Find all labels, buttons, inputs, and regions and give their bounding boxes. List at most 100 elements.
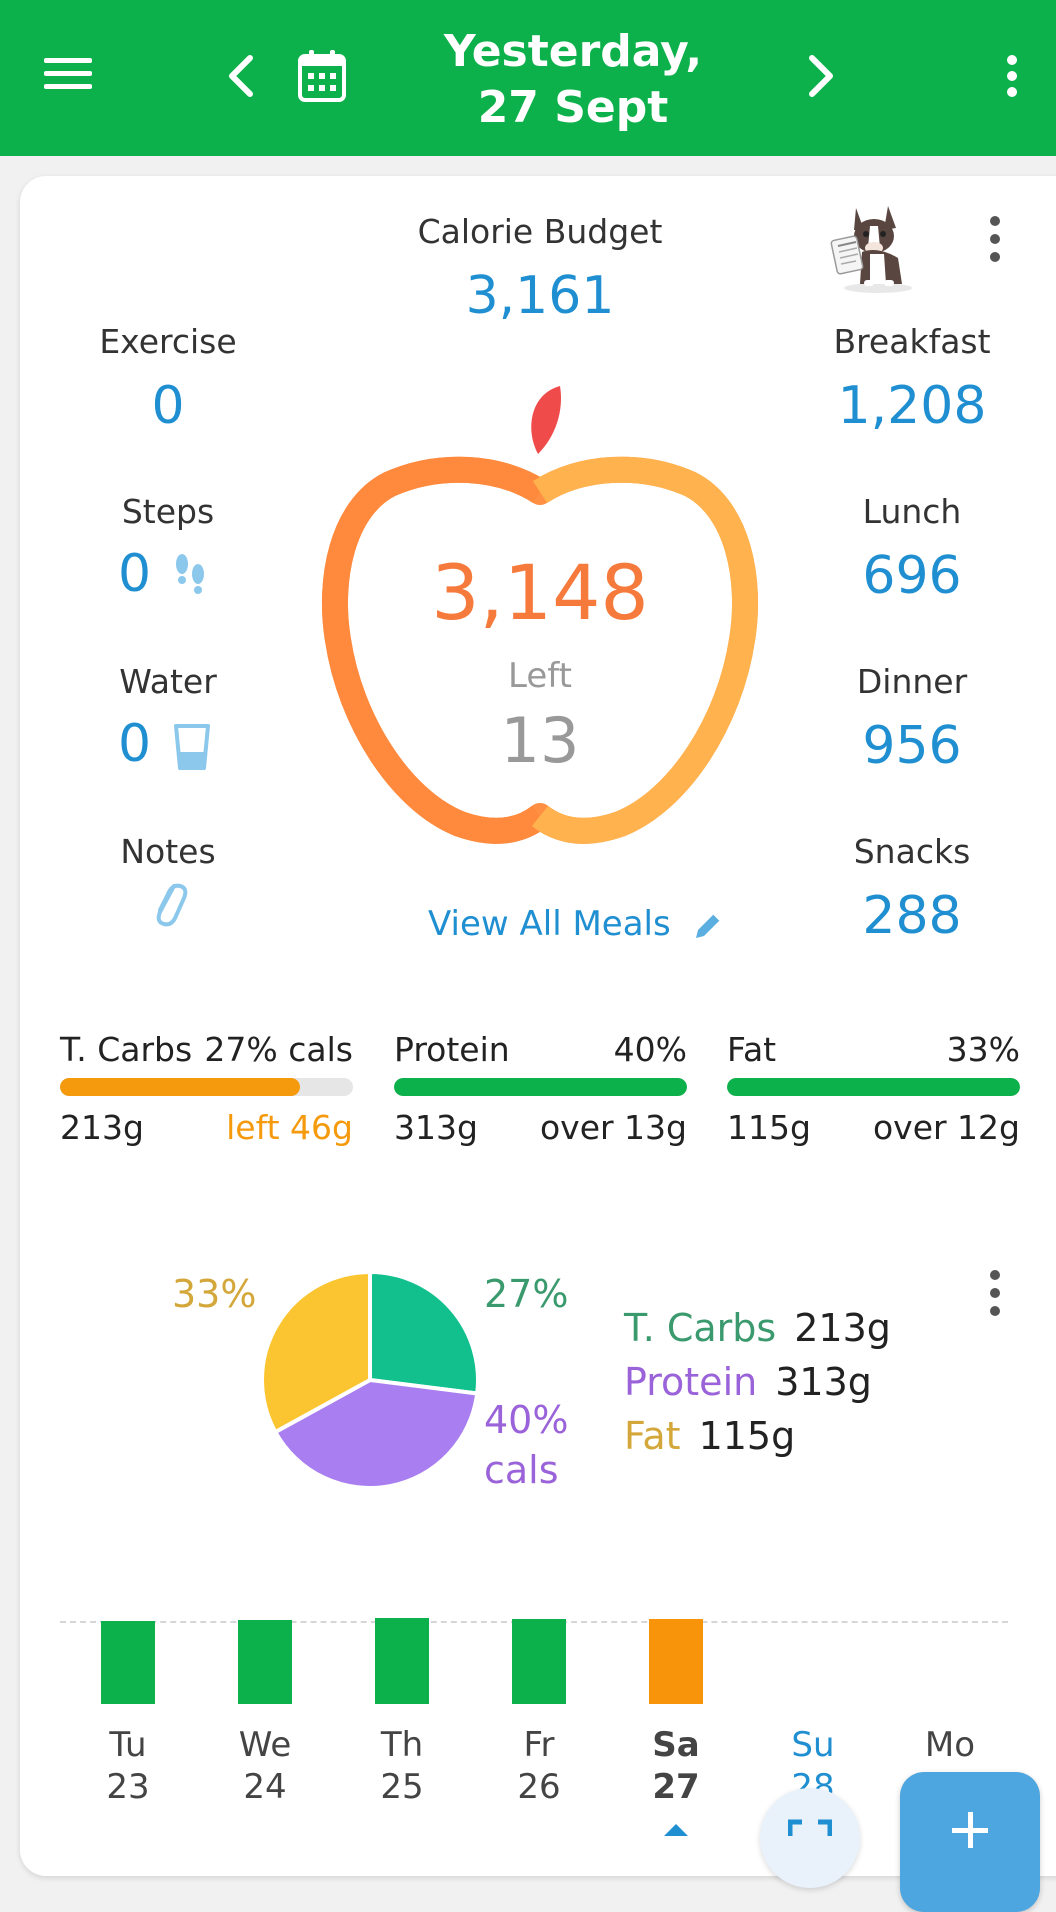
plus-icon: [952, 1812, 988, 1853]
selected-day-marker-icon: [664, 1824, 688, 1836]
top-app-bar: Yesterday, 27 Sept: [0, 0, 1056, 156]
breakfast-value[interactable]: 1,208: [837, 376, 987, 436]
protein-progress-fill: [394, 1078, 687, 1096]
day-date: 24: [243, 1767, 287, 1807]
calorie-apple-ring[interactable]: [320, 380, 760, 856]
date-line-1: Yesterday,: [443, 26, 703, 77]
card-more-icon[interactable]: [980, 216, 1010, 270]
day-label-mo[interactable]: Mo: [910, 1724, 990, 1766]
pie-label-fat: 33%: [172, 1272, 257, 1316]
paperclip-icon[interactable]: [148, 878, 188, 930]
day-of-week: Mo: [924, 1725, 976, 1765]
day-bar-sa[interactable]: [649, 1619, 703, 1704]
chevron-right-icon[interactable]: [804, 52, 840, 100]
protein-delta: over 13g: [539, 1108, 687, 1147]
dinner-value[interactable]: 956: [862, 716, 962, 776]
steps-label: Steps: [121, 492, 215, 531]
day-label-tu[interactable]: Tu 23: [88, 1724, 168, 1808]
dinner-label: Dinner: [856, 662, 968, 701]
macro-pie-chart[interactable]: [250, 1260, 490, 1500]
day-date: 23: [106, 1767, 150, 1807]
steps-row[interactable]: 0: [118, 544, 228, 606]
calories-eaten-value: 3,148: [431, 548, 649, 637]
fat-delta: over 12g: [872, 1108, 1020, 1147]
t-carbs-grams: 213g: [60, 1108, 144, 1147]
t-carbs-percent: 27% cals: [204, 1030, 353, 1069]
protein-grams: 313g: [394, 1108, 478, 1147]
exercise-label: Exercise: [99, 322, 237, 361]
legend-fat-name: Fat: [624, 1414, 681, 1458]
lunch-value[interactable]: 696: [862, 546, 962, 606]
legend-carbs-grams: 213g: [794, 1306, 891, 1350]
day-bar-tu[interactable]: [101, 1621, 155, 1704]
snacks-value[interactable]: 288: [862, 886, 962, 946]
pie-label-protein-cals: cals: [484, 1448, 559, 1492]
day-label-th[interactable]: Th 25: [362, 1724, 442, 1808]
pie-label-protein: 40%: [484, 1398, 569, 1442]
day-of-week: Fr: [523, 1725, 555, 1765]
day-of-week: Su: [791, 1725, 835, 1765]
view-all-meals-label: View All Meals: [428, 904, 671, 944]
day-of-week: Sa: [652, 1725, 700, 1765]
day-label-we[interactable]: We 24: [225, 1724, 305, 1808]
day-label-sa[interactable]: Sa 27: [636, 1724, 716, 1808]
fat-grams: 115g: [727, 1108, 811, 1147]
calories-left-value: 13: [500, 704, 580, 777]
protein-percent: 40%: [613, 1030, 687, 1069]
protein-progress-bar: [394, 1078, 687, 1096]
day-bar-fr[interactable]: [512, 1619, 566, 1704]
day-of-week: We: [238, 1725, 292, 1765]
calorie-budget-label: Calorie Budget: [417, 212, 663, 251]
edit-pencil-icon[interactable]: [690, 908, 726, 944]
day-label-fr[interactable]: Fr 26: [499, 1724, 579, 1808]
fat-name: Fat: [727, 1030, 777, 1069]
date-line-2: 27 Sept: [477, 82, 669, 133]
water-value: 0: [118, 714, 152, 774]
t-carbs-delta: left 46g: [226, 1108, 353, 1147]
steps-value: 0: [118, 544, 152, 604]
day-date: 25: [380, 1767, 424, 1807]
calorie-budget-value[interactable]: 3,161: [465, 266, 615, 326]
legend-protein-name: Protein: [624, 1360, 758, 1404]
day-date: 27: [652, 1767, 700, 1807]
water-glass-icon: [172, 722, 212, 777]
date-title[interactable]: Yesterday, 27 Sept: [400, 24, 746, 136]
legend-fat-grams: 115g: [698, 1414, 796, 1458]
day-bar-we[interactable]: [238, 1620, 292, 1704]
fat-percent: 33%: [946, 1030, 1020, 1069]
fat-progress-fill: [727, 1078, 1020, 1096]
pie-slice-t-carbs[interactable]: [368, 1269, 480, 1396]
breakfast-label: Breakfast: [833, 322, 991, 361]
pie-more-icon[interactable]: [980, 1270, 1010, 1324]
add-food-button[interactable]: [900, 1772, 1040, 1912]
notes-label: Notes: [120, 832, 216, 871]
legend-fat: Fat 115g: [624, 1414, 795, 1458]
menu-icon[interactable]: [44, 56, 92, 92]
legend-protein-grams: 313g: [775, 1360, 872, 1404]
chevron-left-icon[interactable]: [222, 52, 258, 100]
t-carbs-progress-bar: [60, 1078, 353, 1096]
legend-protein: Protein 313g: [624, 1360, 872, 1404]
day-date: 26: [517, 1767, 561, 1807]
pie-slice-protein[interactable]: [272, 1377, 480, 1490]
scan-icon: [787, 1818, 833, 1843]
more-vert-icon[interactable]: [1002, 54, 1022, 98]
water-row[interactable]: 0: [118, 714, 228, 776]
left-label: Left: [508, 656, 572, 696]
snacks-label: Snacks: [853, 832, 971, 871]
summary-card: [20, 176, 1056, 1876]
day-bar-th[interactable]: [375, 1618, 429, 1704]
pie-slice-fat[interactable]: [260, 1269, 372, 1435]
dog-mascot-icon[interactable]: [826, 196, 922, 296]
t-carbs-progress-fill: [60, 1078, 301, 1096]
day-of-week: Tu: [109, 1725, 147, 1765]
protein-name: Protein: [394, 1030, 510, 1069]
view-all-meals-link[interactable]: View All Meals: [428, 904, 728, 952]
exercise-value[interactable]: 0: [151, 376, 185, 436]
scan-barcode-button[interactable]: [760, 1788, 860, 1888]
footsteps-icon: [170, 550, 210, 605]
lunch-label: Lunch: [862, 492, 962, 531]
day-of-week: Th: [380, 1725, 424, 1765]
pie-label-carbs: 27%: [484, 1272, 569, 1316]
calendar-icon[interactable]: [296, 48, 348, 104]
